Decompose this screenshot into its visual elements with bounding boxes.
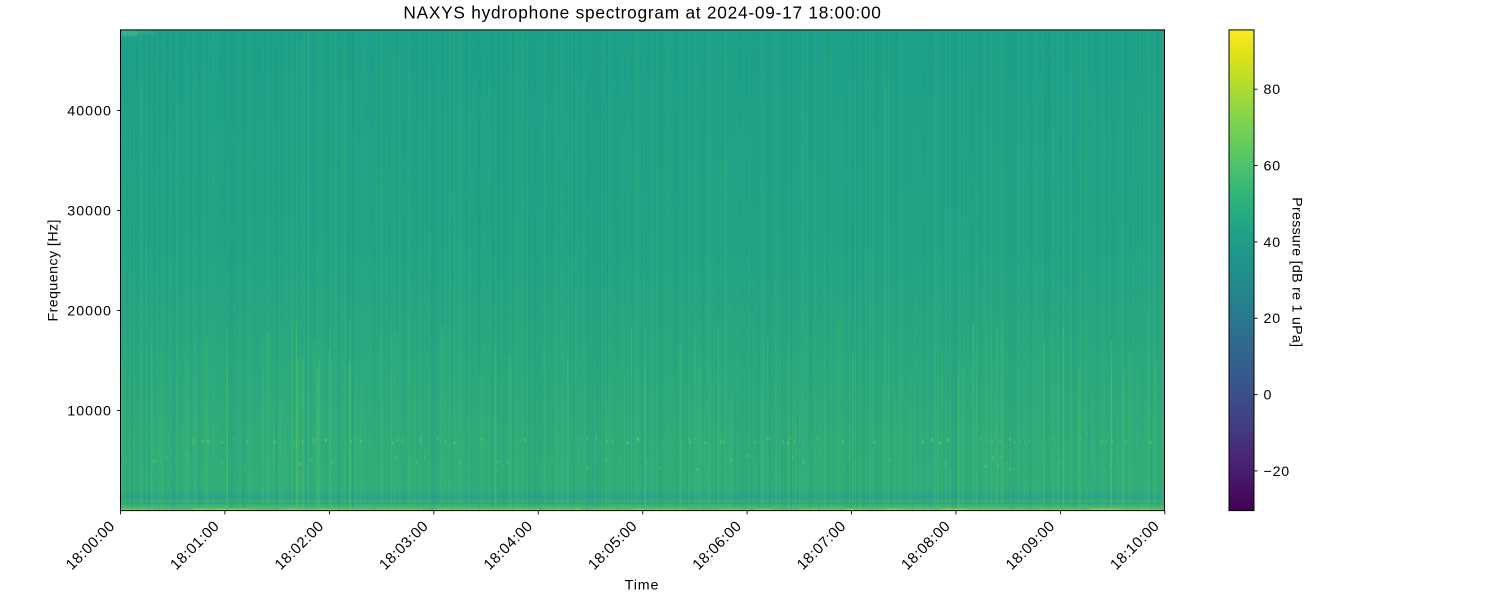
svg-text:Time: Time — [625, 578, 660, 594]
svg-text:30000: 30000 — [67, 203, 112, 219]
svg-text:40: 40 — [1264, 235, 1281, 251]
svg-text:60: 60 — [1264, 159, 1281, 175]
svg-text:20: 20 — [1264, 311, 1281, 327]
svg-text:40000: 40000 — [67, 103, 112, 119]
svg-text:10000: 10000 — [67, 403, 112, 419]
svg-text:NAXYS hydrophone spectrogram a: NAXYS hydrophone spectrogram at 2024-09-… — [403, 2, 881, 22]
svg-text:Frequency [Hz]: Frequency [Hz] — [46, 219, 62, 322]
svg-text:0: 0 — [1264, 388, 1273, 404]
svg-text:80: 80 — [1264, 82, 1281, 98]
svg-text:20000: 20000 — [67, 303, 112, 319]
svg-text:−20: −20 — [1264, 464, 1290, 480]
svg-text:Pressure [dB re 1 uPa]: Pressure [dB re 1 uPa] — [1289, 197, 1305, 347]
